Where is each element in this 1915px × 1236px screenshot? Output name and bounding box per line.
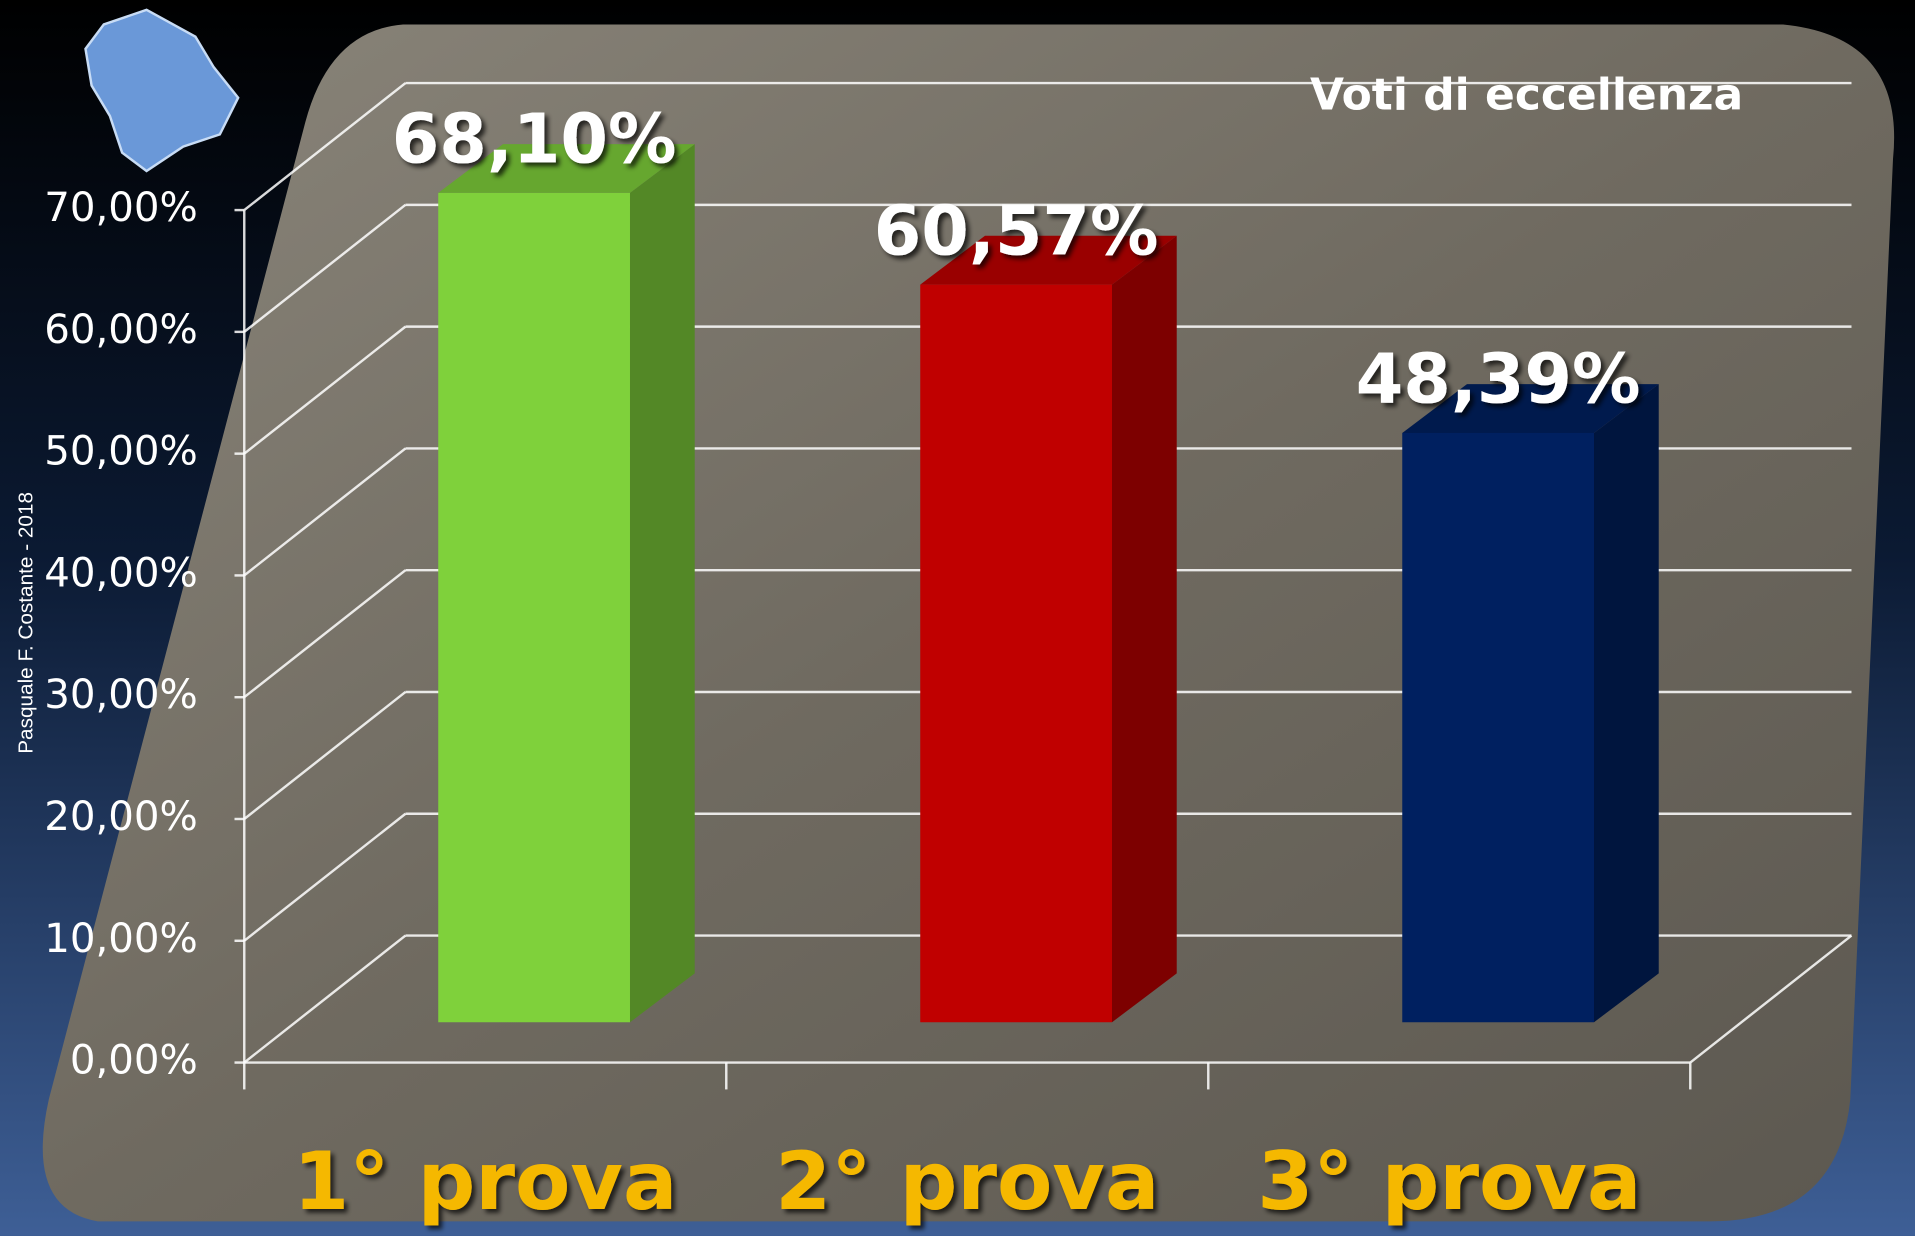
grid-line [243, 82, 407, 212]
bar-top [1402, 384, 1659, 433]
bar-side [1111, 235, 1177, 1023]
credit: Pasquale F. Costante - 2018 [14, 492, 37, 754]
grid-line [243, 812, 407, 942]
region-map-icon [84, 8, 240, 173]
bar-side [1594, 384, 1659, 1023]
value-label: 68,10% [392, 101, 677, 180]
value-label: 48,39% [1356, 341, 1641, 420]
y-tick-label: 30,00% [44, 671, 198, 718]
x-tick-label: 3° prova [1257, 1135, 1641, 1229]
bar-top [920, 235, 1177, 285]
x-tick-label: 1° prova [293, 1135, 677, 1229]
grid-line [243, 203, 407, 333]
y-tick-label: 50,00% [44, 428, 198, 475]
x-tick-label: 2° prova [775, 1135, 1159, 1229]
grid-line [243, 569, 407, 699]
y-tick-label: 10,00% [44, 915, 198, 962]
value-label: 60,57% [874, 192, 1159, 271]
y-tick-label: 20,00% [44, 793, 198, 840]
y-tick-label: 70,00% [44, 184, 198, 231]
floor-edge [1689, 934, 1853, 1064]
bar-side [629, 144, 695, 1023]
grid-line [243, 325, 407, 455]
y-tick-label: 0,00% [70, 1037, 198, 1084]
bar-top [438, 144, 695, 193]
y-tick-label: 60,00% [44, 306, 198, 353]
bar [1402, 432, 1595, 1023]
bar [920, 284, 1112, 1023]
chart-title: Voti di eccellenza [1310, 70, 1743, 121]
grid-line [243, 447, 407, 577]
grid-line [243, 691, 407, 820]
bar [438, 192, 630, 1023]
grid-line [243, 934, 407, 1064]
y-tick-label: 40,00% [44, 549, 198, 596]
